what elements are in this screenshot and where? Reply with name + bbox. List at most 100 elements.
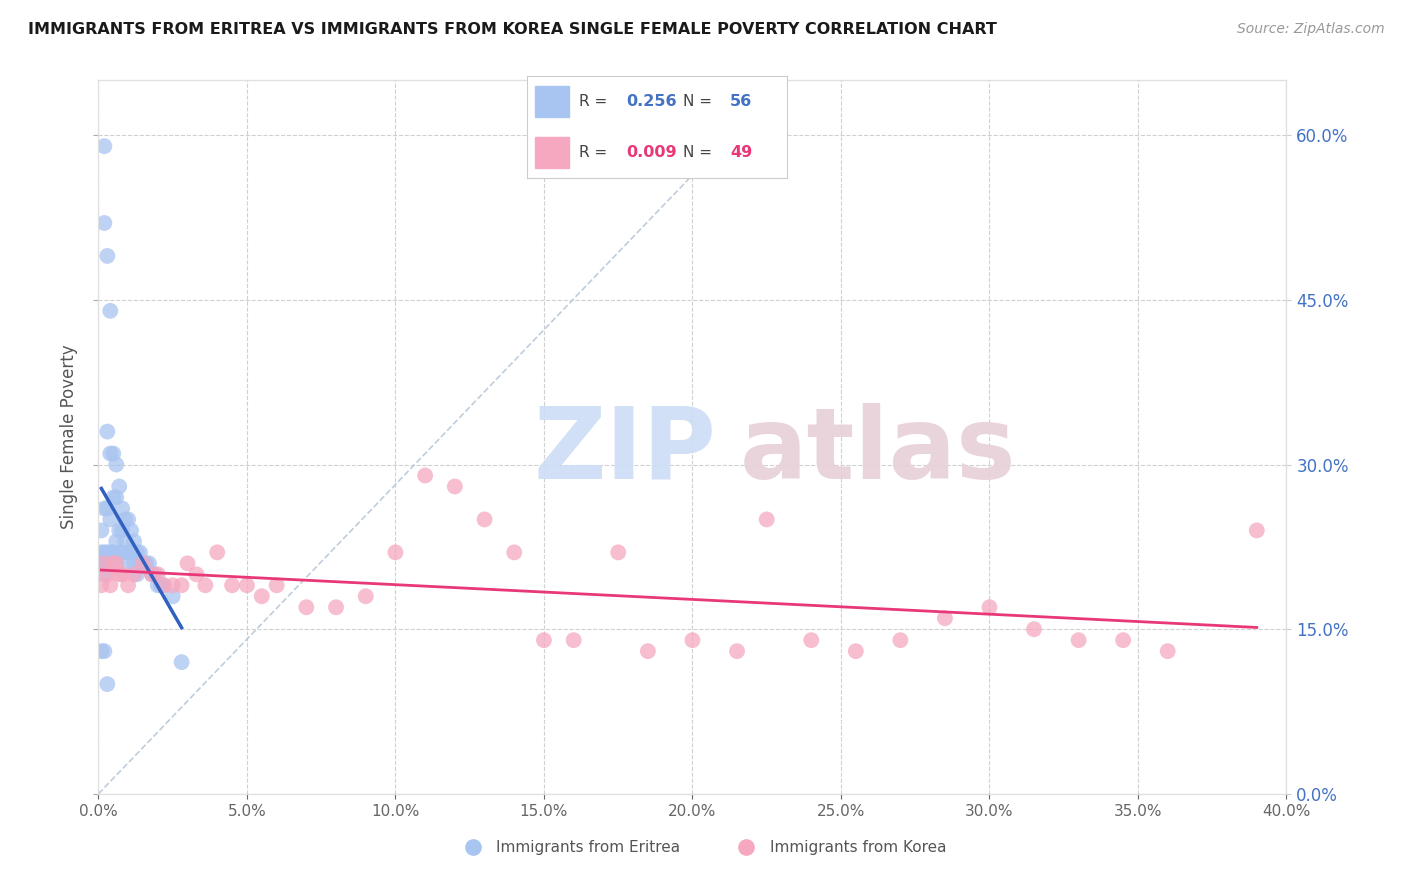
Point: [93, 545, 115, 559]
Point: [103, 491, 125, 505]
Point: [90, 578, 112, 592]
Point: [122, 534, 145, 549]
Point: [845, 644, 868, 658]
Point: [98, 512, 121, 526]
Point: [1156, 644, 1178, 658]
Point: [117, 578, 139, 592]
Point: [800, 633, 823, 648]
Point: [96, 557, 118, 571]
Point: [141, 567, 163, 582]
Point: [125, 567, 148, 582]
Point: [135, 557, 157, 571]
Point: [266, 578, 288, 592]
Point: [111, 567, 134, 582]
Point: [889, 633, 911, 648]
FancyBboxPatch shape: [536, 87, 569, 117]
Point: [186, 567, 208, 582]
Point: [93, 216, 115, 230]
Point: [98, 545, 121, 559]
Point: [325, 600, 347, 615]
Point: [108, 567, 131, 582]
Point: [90, 524, 112, 538]
Point: [108, 545, 131, 559]
Point: [111, 501, 134, 516]
Point: [194, 578, 217, 592]
Point: [934, 611, 956, 625]
Y-axis label: Single Female Poverty: Single Female Poverty: [59, 345, 77, 529]
Point: [93, 644, 115, 658]
Point: [979, 600, 1001, 615]
Point: [170, 655, 193, 669]
Text: R =: R =: [579, 145, 613, 161]
Point: [122, 557, 145, 571]
Text: N =: N =: [683, 145, 717, 161]
Text: Immigrants from Korea: Immigrants from Korea: [769, 840, 946, 855]
Point: [108, 479, 131, 493]
Point: [176, 557, 198, 571]
Point: [96, 249, 118, 263]
Point: [141, 567, 163, 582]
Point: [98, 446, 121, 460]
Point: [205, 545, 228, 559]
Point: [162, 589, 184, 603]
Point: [146, 578, 169, 592]
Point: [103, 446, 125, 460]
Point: [114, 534, 136, 549]
Text: 0.256: 0.256: [626, 94, 676, 109]
Point: [96, 677, 118, 691]
Point: [250, 589, 273, 603]
Point: [96, 567, 118, 582]
Point: [152, 578, 174, 592]
Point: [1246, 524, 1268, 538]
Point: [295, 600, 318, 615]
Point: [413, 468, 436, 483]
Point: [103, 545, 125, 559]
Point: [93, 567, 115, 582]
Point: [117, 557, 139, 571]
Point: [1112, 633, 1135, 648]
Point: [111, 524, 134, 538]
Point: [143, 567, 166, 582]
Point: [170, 578, 193, 592]
Point: [1067, 633, 1090, 648]
Point: [474, 512, 496, 526]
Text: IMMIGRANTS FROM ERITREA VS IMMIGRANTS FROM KOREA SINGLE FEMALE POVERTY CORRELATI: IMMIGRANTS FROM ERITREA VS IMMIGRANTS FR…: [28, 22, 997, 37]
Point: [105, 458, 128, 472]
Point: [132, 557, 155, 571]
Point: [117, 545, 139, 559]
Point: [681, 633, 703, 648]
Text: 49: 49: [730, 145, 752, 161]
Point: [120, 524, 142, 538]
Point: [93, 139, 115, 153]
Text: ZIP: ZIP: [533, 403, 716, 500]
Point: [90, 545, 112, 559]
Point: [146, 567, 169, 582]
Text: R =: R =: [579, 94, 613, 109]
Point: [138, 557, 160, 571]
Point: [562, 633, 585, 648]
Point: [105, 534, 128, 549]
Point: [93, 557, 115, 571]
Point: [129, 545, 152, 559]
Point: [152, 578, 174, 592]
Point: [105, 557, 128, 571]
Point: [114, 512, 136, 526]
Point: [105, 557, 128, 571]
Text: atlas: atlas: [740, 403, 1017, 500]
Point: [443, 479, 465, 493]
Point: [90, 557, 112, 571]
Point: [96, 545, 118, 559]
Text: 0.009: 0.009: [626, 145, 676, 161]
Text: Source: ZipAtlas.com: Source: ZipAtlas.com: [1237, 22, 1385, 37]
Point: [354, 589, 377, 603]
Text: 56: 56: [730, 94, 752, 109]
FancyBboxPatch shape: [536, 137, 569, 168]
Point: [162, 578, 184, 592]
Point: [533, 633, 555, 648]
Point: [108, 524, 131, 538]
Point: [132, 557, 155, 571]
Point: [103, 557, 125, 571]
Point: [236, 578, 259, 592]
Point: [117, 512, 139, 526]
Point: [120, 545, 142, 559]
